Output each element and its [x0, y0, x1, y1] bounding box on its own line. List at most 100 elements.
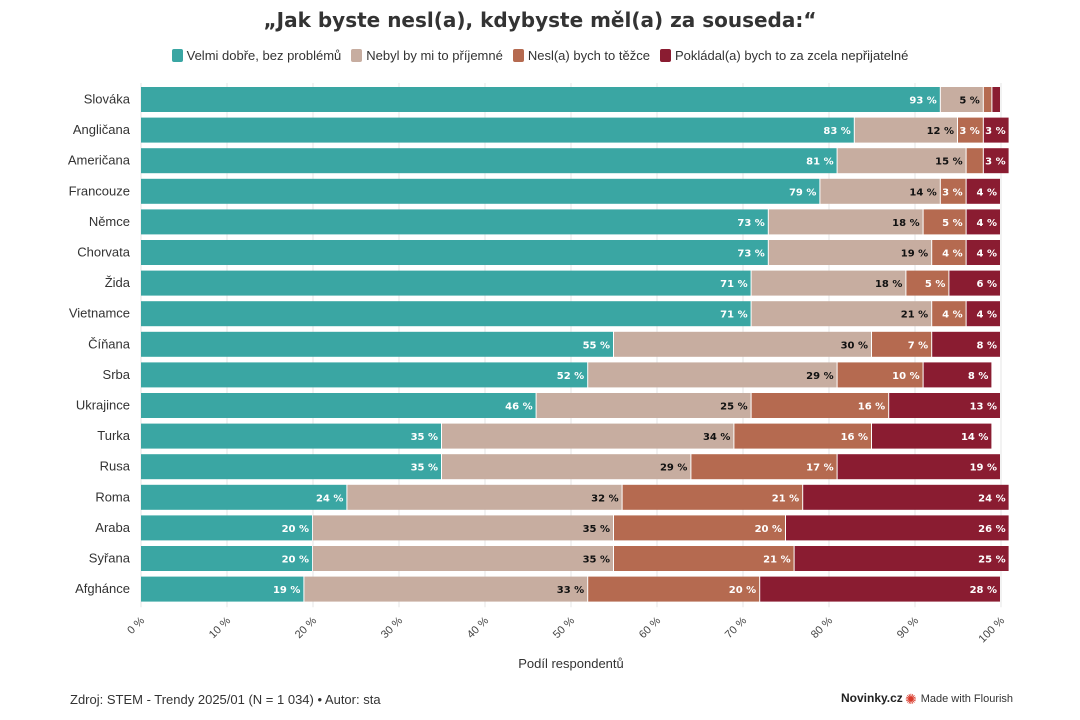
data-label: 28 % [970, 585, 997, 596]
data-label: 19 % [273, 585, 300, 596]
category-label: Srba [103, 367, 131, 382]
data-label: 16 % [858, 402, 885, 413]
bar-segment [442, 454, 691, 480]
bar-segment [141, 301, 751, 327]
bar-segment [751, 393, 889, 418]
bar-segment [691, 454, 837, 480]
data-label: 8 % [968, 371, 988, 382]
data-label: 5 % [942, 218, 962, 229]
bar-segment [622, 484, 803, 510]
legend-label: Nebyl by mi to příjemné [366, 48, 503, 63]
data-label: 32 % [591, 493, 618, 504]
bar-segment [966, 301, 1000, 327]
x-tick-label: 50 % [551, 615, 577, 641]
bar-segment [141, 423, 441, 449]
bar-segment [760, 576, 1000, 602]
x-tick-label: 20 % [293, 615, 319, 641]
bar-segment [906, 270, 949, 296]
brand-logo[interactable]: Novinky.cz [841, 691, 903, 705]
data-label: 10 % [892, 371, 919, 382]
bar-segment [141, 515, 312, 541]
bar-segment [958, 117, 983, 143]
stacked-bar-chart: Slováka 93 % 5 % Angličana 83 % 12 % 3 % 3 % Ame… [68, 83, 1009, 671]
data-label: 71 % [720, 310, 747, 321]
data-label: 14 % [961, 432, 988, 443]
data-label: 3 % [985, 157, 1005, 168]
bar-segment [768, 209, 923, 235]
bar-segment [820, 178, 940, 204]
bar-segment [966, 178, 1000, 204]
legend-item-zcela-neprijatelne[interactable]: Pokládal(a) bych to za zcela nepřijateln… [659, 48, 909, 63]
bar-segment [940, 178, 966, 204]
data-label: 20 % [729, 585, 756, 596]
bar-segment [614, 331, 871, 357]
data-label: 35 % [411, 463, 438, 474]
bar-segment [141, 331, 613, 357]
data-label: 46 % [505, 402, 532, 413]
legend-label: Pokládal(a) bych to za zcela nepřijateln… [674, 48, 909, 63]
bar-segment [966, 240, 1000, 265]
bar-segment [983, 87, 992, 112]
legend-item-nebyl-by-prijemne[interactable]: Nebyl by mi to příjemné [351, 48, 503, 63]
bar-segment [141, 117, 854, 143]
data-label: 13 % [970, 402, 997, 413]
bar-segment [304, 576, 588, 602]
legend-swatch [351, 49, 363, 62]
x-tick-label: 70 % [723, 615, 749, 641]
bar-segment [141, 546, 312, 571]
legend-item-velmi-dobre[interactable]: Velmi dobře, bez problémů [171, 48, 341, 63]
category-label: Turka [97, 428, 131, 443]
legend-item-nesl-tezce[interactable]: Nesl(a) bych to těžce [512, 48, 650, 63]
bar-segment [768, 240, 932, 265]
bar-segment [141, 87, 940, 112]
data-label: 71 % [720, 279, 747, 290]
data-label: 12 % [927, 126, 954, 137]
flourish-credit[interactable]: ✺ Made with Flourish [905, 692, 1013, 706]
category-label: Araba [95, 520, 130, 535]
data-label: 21 % [901, 310, 928, 321]
category-label: Afghánce [75, 581, 130, 596]
chart-legend: Velmi dobře, bez problémů Nebyl by mi to… [0, 48, 1080, 63]
bar-segment [588, 576, 760, 602]
bar-segment [837, 362, 923, 388]
legend-swatch [512, 49, 524, 62]
flourish-credit-label: Made with Flourish [920, 693, 1014, 705]
category-label: Chorvata [77, 245, 131, 260]
data-label: 18 % [892, 218, 919, 229]
bar-segment [141, 362, 588, 388]
data-label: 93 % [909, 96, 936, 107]
bar-segment [786, 515, 1009, 541]
data-label: 17 % [806, 463, 833, 474]
data-label: 34 % [703, 432, 730, 443]
bar-segment [614, 515, 785, 541]
data-label: 19 % [970, 463, 997, 474]
data-label: 83 % [823, 126, 850, 137]
x-tick-label: 10 % [207, 615, 233, 641]
bar-segment [141, 240, 768, 265]
data-label: 6 % [977, 279, 997, 290]
data-label: 73 % [737, 218, 764, 229]
bar-segment [992, 87, 1000, 112]
category-label: Vietnamce [69, 306, 130, 321]
data-label: 52 % [557, 371, 584, 382]
category-label: Syřana [89, 551, 131, 566]
x-axis-label: Podíl respondentů [518, 656, 624, 671]
bar-segment [751, 301, 932, 327]
bar-segment [932, 240, 966, 265]
data-label: 3 % [959, 126, 979, 137]
bar-segment [872, 423, 992, 449]
data-label: 19 % [901, 249, 928, 260]
data-label: 16 % [841, 432, 868, 443]
x-tick-label: 40 % [465, 615, 491, 641]
bar-segment [442, 423, 734, 449]
data-label: 21 % [772, 493, 799, 504]
data-label: 14 % [909, 187, 936, 198]
data-label: 4 % [977, 218, 997, 229]
category-label: Francouze [69, 183, 130, 198]
data-label: 20 % [282, 524, 309, 535]
category-label: Němce [89, 214, 130, 229]
data-label: 5 % [925, 279, 945, 290]
bar-segment [734, 423, 871, 449]
data-label: 24 % [978, 493, 1005, 504]
bar-segment [940, 87, 983, 112]
